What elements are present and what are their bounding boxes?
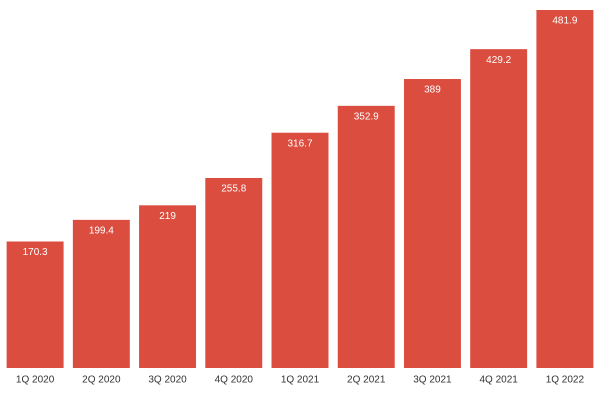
- x-tick-label: 1Q 2020: [16, 375, 55, 386]
- x-tick-label: 4Q 2020: [215, 375, 254, 386]
- x-tick-label: 3Q 2021: [413, 375, 452, 386]
- x-tick-label: 1Q 2021: [281, 375, 320, 386]
- value-label: 316.7: [287, 138, 312, 149]
- x-tick-label: 1Q 2022: [546, 375, 585, 386]
- bar: [139, 205, 197, 368]
- bar: [403, 79, 461, 368]
- value-label: 219: [159, 211, 176, 222]
- bar: [337, 105, 395, 368]
- bar: [271, 132, 329, 368]
- bar: [536, 10, 594, 368]
- bar: [470, 49, 528, 368]
- value-label: 170.3: [23, 247, 48, 258]
- x-tick-label: 2Q 2021: [347, 375, 386, 386]
- bar: [205, 177, 263, 368]
- value-label: 199.4: [89, 226, 114, 237]
- value-label: 481.9: [552, 16, 577, 27]
- bar: [72, 219, 130, 368]
- value-label: 389: [424, 85, 441, 96]
- value-label: 429.2: [486, 55, 511, 66]
- bar: [6, 241, 64, 368]
- x-tick-label: 2Q 2020: [82, 375, 121, 386]
- value-label: 352.9: [354, 111, 379, 122]
- x-tick-label: 3Q 2020: [148, 375, 187, 386]
- value-label: 255.8: [221, 184, 246, 195]
- x-tick-label: 4Q 2021: [479, 375, 518, 386]
